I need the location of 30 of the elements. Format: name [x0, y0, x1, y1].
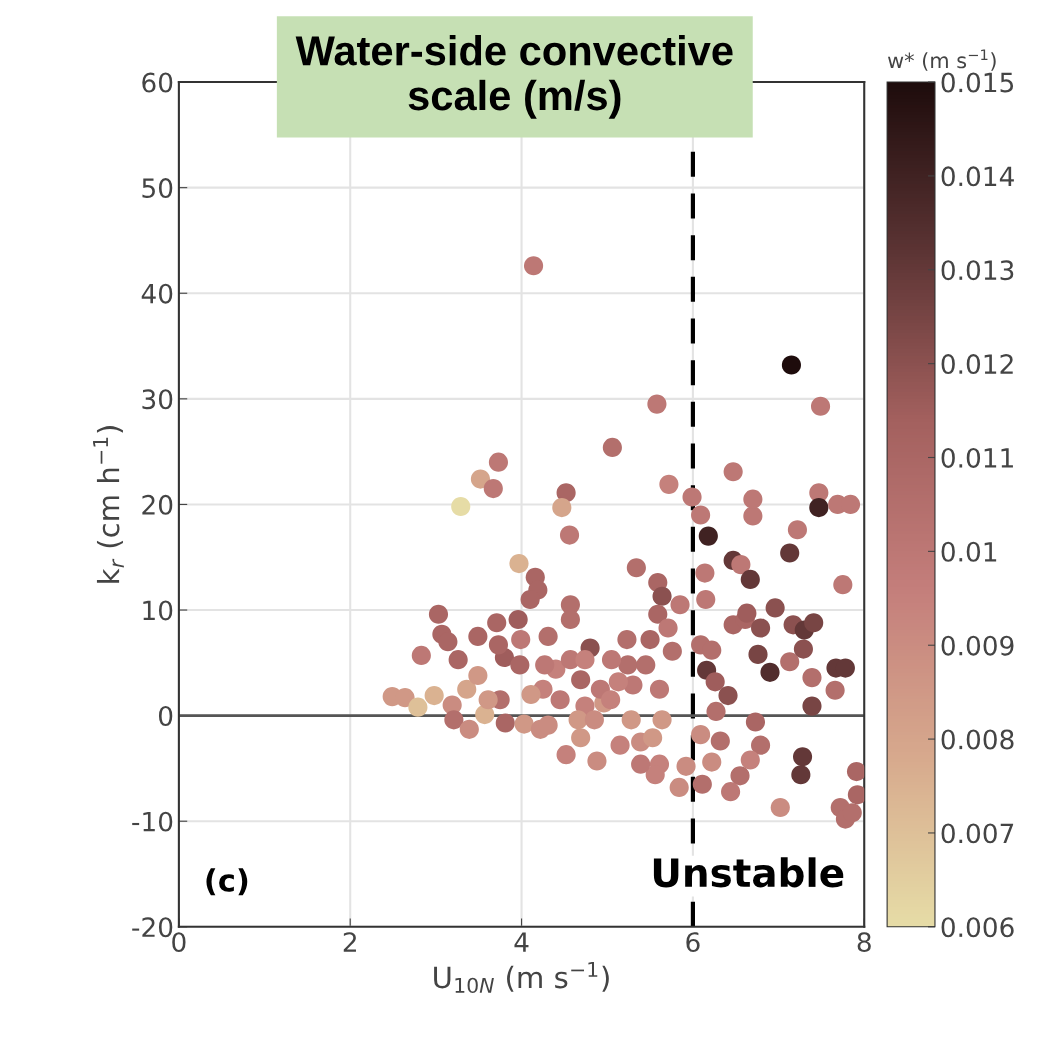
y-tick-label: 50 [142, 178, 173, 199]
x-tick-label: 4 [514, 932, 529, 952]
y-tick-label: 10 [143, 600, 173, 621]
x-axis-title: U$_{10N}$ (m s$^{−1}$) [434, 961, 609, 994]
color-bar-label: 0.013 [941, 260, 1014, 281]
x-tick-label: 0 [172, 932, 186, 953]
y-tick-label: 20 [142, 494, 173, 515]
color-bar-label: 0.006 [941, 917, 1014, 938]
annotation: Unstable [653, 857, 844, 888]
x-tick-label: 2 [343, 932, 356, 952]
color-bar-label: 0.011 [941, 447, 1013, 468]
annotation: (c) [206, 868, 248, 896]
color-bar-title: w* (m s$^{−1}$) [888, 49, 996, 71]
color-bar-label: 0.015 [941, 72, 1014, 93]
color-bar-label: 0.008 [941, 729, 1014, 750]
y-tick-label: 60 [142, 72, 173, 93]
y-tick-label: 40 [141, 283, 173, 304]
color-bar-label: 0.009 [941, 635, 1014, 656]
y-tick-label: -10 [132, 811, 173, 832]
y-tick-label: 0 [158, 706, 173, 727]
color-bar-label: 0.007 [941, 823, 1014, 844]
color-bar-label: 0.014 [941, 166, 1014, 187]
chart-title: Water-side convective scale (m/s) [295, 34, 733, 119]
y-tick-label: -20 [132, 917, 173, 938]
x-tick-label: 6 [686, 932, 700, 953]
color-bar-label: 0.01 [941, 541, 997, 562]
y-axis-title: k$_{r}$ (cm h$^{−1}$) [93, 426, 124, 583]
color-bar-label: 0.012 [941, 354, 1013, 375]
y-tick-label: 30 [142, 389, 173, 410]
x-tick-label: 8 [857, 932, 871, 953]
